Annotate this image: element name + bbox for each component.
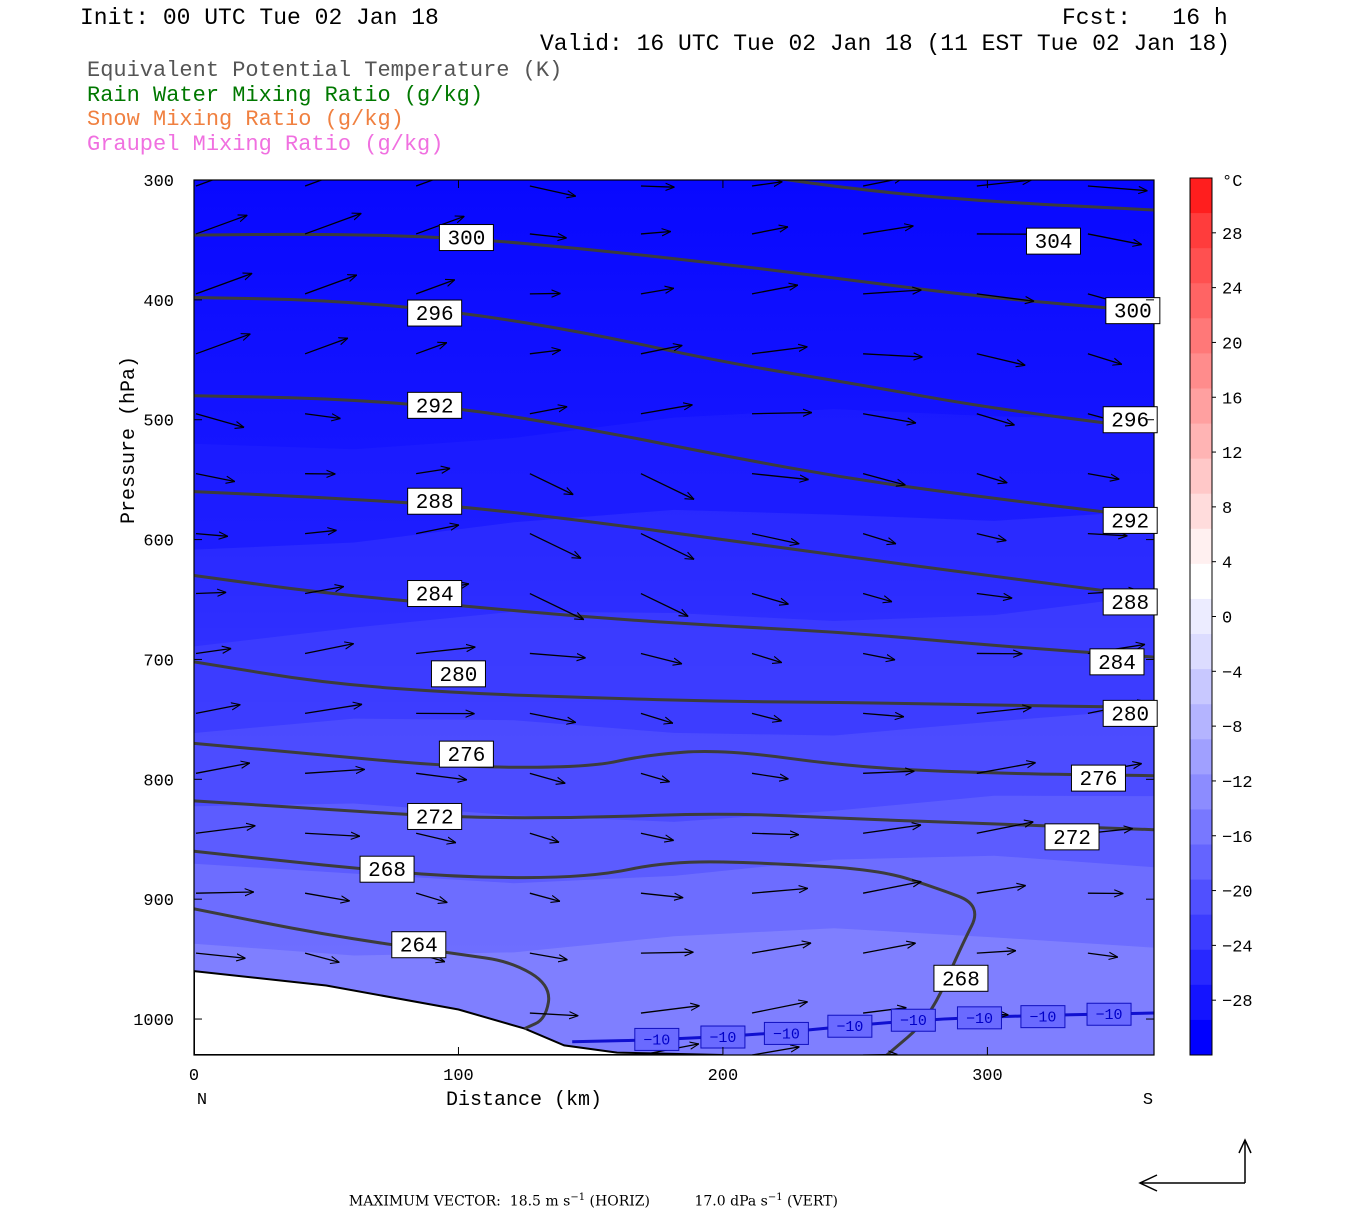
y-tick-label: 800 — [143, 772, 174, 791]
contour-label: 268 — [942, 969, 980, 992]
colorbar-swatch — [1190, 388, 1212, 424]
horiz-exp: −1 — [570, 1192, 585, 1203]
y-tick-label: 1000 — [133, 1012, 174, 1031]
y-tick-label: 400 — [143, 293, 174, 312]
contour-label: 276 — [447, 745, 485, 768]
contour-label: 280 — [1111, 704, 1149, 727]
colorbar-swatch — [1190, 845, 1212, 881]
contour-label: 300 — [1114, 302, 1152, 325]
contour-label: 268 — [368, 860, 406, 883]
vert-value: 17.0 — [694, 1194, 725, 1210]
colorbar-swatch — [1190, 634, 1212, 670]
x-tick-label: 200 — [708, 1067, 739, 1086]
colorbar-swatch — [1190, 950, 1212, 986]
colorbar-swatch — [1190, 704, 1212, 740]
colorbar-swatch — [1190, 424, 1212, 460]
max-vector-note: MAXIMUM VECTOR: 18.5 m s−1 (HORIZ) 17.0 … — [340, 1176, 838, 1210]
x-tick-label: 100 — [443, 1067, 474, 1086]
colorbar-label: −8 — [1222, 719, 1242, 738]
y-tick-label: 600 — [143, 533, 174, 552]
contour-label: 296 — [416, 304, 454, 327]
y-tick-label: 300 — [143, 173, 174, 192]
contour-label: 272 — [1053, 828, 1091, 851]
colorbar-swatch — [1190, 529, 1212, 565]
colorbar-label: −4 — [1222, 664, 1242, 683]
colorbar-swatch — [1190, 599, 1212, 635]
contour-label: 292 — [1111, 511, 1149, 534]
y-tick-label: 700 — [143, 652, 174, 671]
horiz-value: 18.5 — [510, 1194, 541, 1210]
colorbar-swatch — [1190, 213, 1212, 249]
colorbar-swatch — [1190, 985, 1212, 1021]
colorbar-label: −28 — [1222, 993, 1253, 1012]
contour-label: 264 — [400, 936, 438, 959]
colorbar-swatch — [1190, 178, 1212, 214]
colorbar-swatch — [1190, 739, 1212, 775]
colorbar-label: −16 — [1222, 829, 1253, 848]
y-axis-label: Pressure (hPa) — [118, 356, 141, 524]
x-tick-label: 300 — [972, 1067, 1003, 1086]
isotherm-label: −10 — [773, 1026, 800, 1043]
colorbar-unit: °C — [1222, 173, 1242, 192]
colorbar-label: 4 — [1222, 555, 1232, 574]
max-vector-label: MAXIMUM VECTOR: — [349, 1194, 501, 1210]
colorbar-swatch — [1190, 669, 1212, 705]
vert-tag: (VERT) — [787, 1194, 838, 1210]
contour-label: 300 — [447, 229, 485, 252]
isotherm-label: −10 — [900, 1013, 927, 1030]
colorbar-label: −12 — [1222, 774, 1253, 793]
isotherm-label: −10 — [966, 1011, 993, 1028]
contour-label: 284 — [1098, 653, 1136, 676]
colorbar-label: 28 — [1222, 226, 1242, 245]
wind-vector — [1088, 1055, 1126, 1067]
wind-vector — [977, 1055, 1007, 1060]
colorbar-swatch — [1190, 564, 1212, 600]
colorbar-label: 8 — [1222, 500, 1232, 519]
isotherm-label: −10 — [1029, 1010, 1056, 1027]
x-axis-label: Distance (km) — [446, 1089, 602, 1112]
colorbar-swatch — [1190, 248, 1212, 284]
colorbar-swatch — [1190, 459, 1212, 495]
isotherm-label: −10 — [709, 1030, 736, 1047]
y-tick-label: 500 — [143, 413, 174, 432]
isotherm-label: −10 — [836, 1019, 863, 1036]
y-tick-label: 900 — [143, 892, 174, 911]
colorbar-label: 0 — [1222, 610, 1232, 629]
reference-vector-icon — [1135, 1135, 1265, 1205]
colorbar-swatch — [1190, 283, 1212, 319]
colorbar-swatch — [1190, 809, 1212, 845]
colorbar-label: −20 — [1222, 884, 1253, 903]
contour-label: 288 — [416, 492, 454, 515]
colorbar-swatch — [1190, 318, 1212, 354]
isotherm-label: −10 — [1096, 1007, 1123, 1024]
contour-label: 304 — [1035, 232, 1073, 255]
colorbar-swatch — [1190, 915, 1212, 951]
contour-label: 276 — [1080, 769, 1118, 792]
contour-label: 288 — [1111, 593, 1149, 616]
contour-label: 280 — [440, 665, 478, 688]
vert-exp: −1 — [768, 1192, 783, 1203]
colorbar-swatch — [1190, 880, 1212, 916]
colorbar-swatch — [1190, 1020, 1212, 1056]
contour-label: 292 — [416, 396, 454, 419]
isotherm-label: −10 — [643, 1032, 670, 1049]
colorbar-swatch — [1190, 353, 1212, 389]
colorbar-label: 12 — [1222, 445, 1242, 464]
vert-unit: dPa s — [730, 1194, 768, 1210]
horiz-unit: m s — [545, 1194, 570, 1210]
x-end-label: S — [1143, 1091, 1153, 1110]
colorbar-label: −24 — [1222, 938, 1253, 957]
colorbar-label: 20 — [1222, 335, 1242, 354]
x-tick-label: 0 — [189, 1067, 199, 1086]
colorbar-swatch — [1190, 494, 1212, 530]
horiz-tag: (HORIZ) — [590, 1194, 650, 1210]
contour-label: 284 — [416, 585, 454, 608]
contour-label: 272 — [416, 807, 454, 830]
colorbar-label: 24 — [1222, 281, 1242, 300]
contour-label: 296 — [1111, 411, 1149, 434]
colorbar-swatch — [1190, 774, 1212, 810]
x-start-label: N — [197, 1091, 207, 1110]
colorbar-label: 16 — [1222, 390, 1242, 409]
